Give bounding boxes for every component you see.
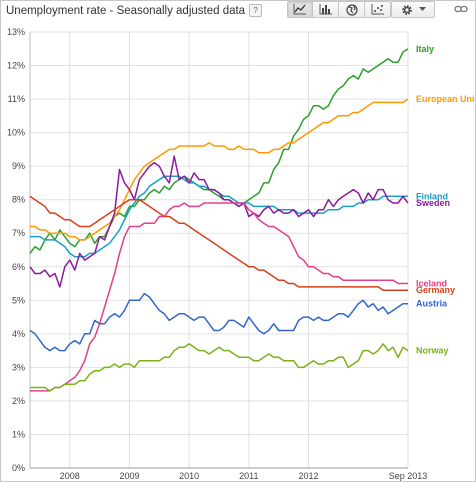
y-axis: 0% 1% 2% 3% 4% 5% 6% 7% 8% 9% 10% 11% 12% 13% bbox=[7, 27, 31, 473]
x-tick-label: 2010 bbox=[179, 471, 199, 481]
map-globe-icon bbox=[345, 3, 358, 16]
y-tick-label: 6% bbox=[12, 262, 25, 272]
series-line-norway[interactable] bbox=[30, 343, 409, 392]
y-tick-label: 2% bbox=[12, 396, 25, 406]
scatter-chart-button[interactable] bbox=[365, 1, 391, 18]
x-tick-label: 2008 bbox=[60, 471, 80, 481]
series-line-sweden[interactable] bbox=[29, 155, 409, 288]
series-label-sweden: Sweden bbox=[416, 198, 450, 208]
bar-chart-button[interactable] bbox=[313, 1, 339, 18]
scatter-chart-icon bbox=[371, 4, 384, 15]
series-lines bbox=[29, 48, 409, 392]
chart-title: Unemployment rate - Seasonally adjusted … bbox=[6, 4, 263, 17]
chart-header: Unemployment rate - Seasonally adjusted … bbox=[1, 1, 475, 21]
y-tick-label: 10% bbox=[7, 128, 25, 138]
gear-icon bbox=[401, 4, 412, 15]
x-tick-label: 2012 bbox=[299, 471, 319, 481]
series-line-iceland[interactable] bbox=[30, 202, 408, 392]
series-line-italy[interactable] bbox=[29, 48, 409, 254]
x-tick-label: 2009 bbox=[119, 471, 139, 481]
y-tick-label: 0% bbox=[12, 463, 25, 473]
y-tick-label: 7% bbox=[12, 228, 25, 238]
line-chart-icon bbox=[293, 4, 306, 15]
series-line-germany[interactable] bbox=[29, 195, 408, 291]
link-button[interactable] bbox=[451, 2, 471, 16]
series-line-european-union[interactable] bbox=[30, 98, 409, 241]
x-tick-label: Sep 2013 bbox=[389, 471, 428, 481]
y-tick-label: 9% bbox=[12, 161, 25, 171]
bar-chart-icon bbox=[319, 4, 332, 15]
y-tick-label: 11% bbox=[8, 94, 25, 104]
y-tick-label: 13% bbox=[7, 27, 25, 37]
series-label-iceland: Iceland bbox=[416, 279, 447, 289]
y-tick-label: 5% bbox=[12, 295, 25, 305]
series-label-germany: Germany bbox=[416, 285, 455, 295]
series-label-italy: Italy bbox=[416, 44, 434, 54]
y-tick-label: 3% bbox=[12, 362, 25, 372]
series-line-austria[interactable] bbox=[29, 292, 408, 352]
y-tick-label: 1% bbox=[12, 429, 25, 439]
link-icon bbox=[454, 5, 468, 13]
chart-type-toolbar bbox=[287, 1, 391, 19]
chevron-down-icon bbox=[418, 7, 426, 11]
y-tick-label: 12% bbox=[7, 61, 25, 71]
line-chart-button[interactable] bbox=[287, 1, 313, 18]
y-tick-label: 4% bbox=[12, 329, 25, 339]
series-label-european-union: European Union bbox=[416, 94, 475, 104]
grid bbox=[30, 31, 409, 469]
x-tick-label: 2011 bbox=[239, 471, 258, 481]
chart-title-text: Unemployment rate - Seasonally adjusted … bbox=[6, 5, 246, 17]
series-line-finland[interactable] bbox=[30, 175, 408, 258]
y-tick-label: 8% bbox=[12, 195, 25, 205]
x-axis: 2008 2009 2010 2011 2012 Sep 2013 bbox=[30, 467, 428, 481]
series-label-norway: Norway bbox=[416, 346, 449, 356]
series-label-austria: Austria bbox=[416, 299, 448, 309]
series-label-finland: Finland bbox=[416, 191, 448, 201]
map-button[interactable] bbox=[339, 1, 365, 18]
settings-button[interactable] bbox=[391, 1, 435, 18]
help-icon[interactable]: ? bbox=[249, 4, 263, 17]
